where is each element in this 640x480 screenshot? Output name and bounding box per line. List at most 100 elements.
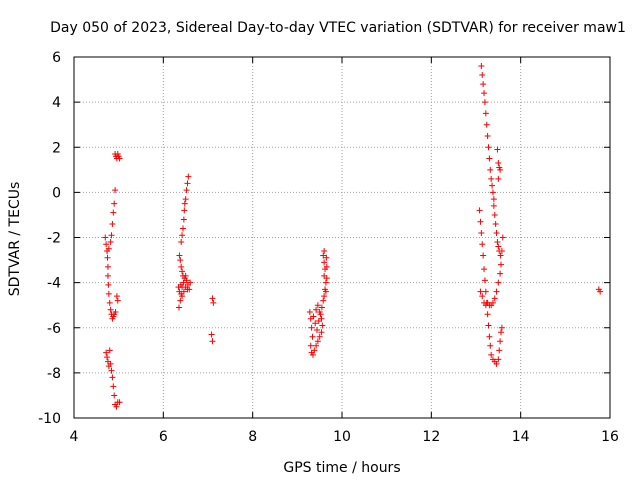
data-point — [319, 322, 326, 329]
x-tick-label: 4 — [70, 429, 79, 445]
data-point — [485, 322, 492, 329]
data-point — [480, 252, 487, 259]
data-point — [480, 81, 487, 88]
data-point — [108, 232, 115, 239]
data-point — [492, 220, 499, 227]
data-point — [107, 306, 114, 313]
data-point — [104, 254, 111, 261]
data-point — [177, 297, 184, 304]
data-point — [496, 347, 503, 354]
data-point — [103, 349, 110, 356]
data-point — [489, 299, 496, 306]
chart-title: Day 050 of 2023, Sidereal Day-to-day VTE… — [50, 20, 626, 36]
y-tick-label: -6 — [47, 321, 61, 337]
data-point — [179, 268, 186, 275]
data-point — [494, 146, 501, 153]
data-points — [102, 63, 604, 410]
data-point — [498, 261, 505, 268]
data-point — [477, 218, 484, 225]
data-point — [310, 313, 317, 320]
data-point — [306, 308, 313, 315]
data-point — [312, 320, 319, 327]
x-tick-label: 6 — [159, 429, 168, 445]
data-point — [493, 288, 500, 295]
data-point — [497, 338, 504, 345]
data-point — [313, 327, 320, 334]
data-point — [181, 207, 188, 214]
data-point — [497, 252, 504, 259]
x-tick-label: 12 — [422, 429, 440, 445]
data-point — [477, 288, 484, 295]
data-point — [322, 279, 329, 286]
data-point — [106, 299, 113, 306]
data-point — [489, 182, 496, 189]
data-point — [498, 329, 505, 336]
data-point — [175, 304, 182, 311]
data-point — [494, 239, 501, 246]
grid-lines — [74, 57, 610, 418]
data-point — [112, 187, 119, 194]
data-point — [323, 263, 330, 270]
data-point — [491, 295, 498, 302]
data-point — [484, 311, 491, 318]
data-point — [106, 347, 113, 354]
y-tick-label: -2 — [47, 231, 61, 247]
data-point — [318, 329, 325, 336]
data-point — [490, 202, 497, 209]
data-point — [309, 351, 316, 358]
data-point — [498, 324, 505, 331]
data-point — [179, 293, 186, 300]
data-point — [307, 342, 314, 349]
data-point — [311, 347, 318, 354]
data-point — [308, 324, 315, 331]
y-tick-label: 6 — [52, 50, 61, 66]
x-axis-label: GPS time / hours — [283, 460, 400, 476]
axis-ticks: 4 6 8 10 12 14 16 -10 -8 -6 -4 -2 0 2 4 6 — [38, 50, 619, 445]
data-point — [102, 234, 109, 241]
data-point — [184, 180, 191, 187]
data-point — [481, 99, 488, 106]
data-point — [105, 290, 112, 297]
data-point — [498, 248, 505, 255]
data-point — [113, 293, 120, 300]
data-point — [178, 263, 185, 270]
data-point — [323, 254, 330, 261]
data-point — [479, 293, 486, 300]
data-point — [481, 266, 488, 273]
data-point — [179, 272, 186, 279]
data-point — [321, 248, 328, 255]
data-point — [483, 121, 490, 128]
data-point — [209, 338, 216, 345]
data-point — [495, 279, 502, 286]
data-point — [481, 277, 488, 284]
data-point — [176, 252, 183, 259]
data-point — [493, 229, 500, 236]
data-point — [185, 173, 192, 180]
data-point — [313, 342, 320, 349]
data-point — [476, 207, 483, 214]
data-point — [116, 155, 123, 162]
data-point — [313, 306, 320, 313]
data-point — [320, 297, 327, 304]
data-point — [182, 196, 189, 203]
y-axis-label: SDTVAR / TECUs — [7, 182, 23, 297]
data-point — [116, 399, 123, 406]
data-point — [481, 90, 488, 97]
data-point — [111, 200, 118, 207]
data-point — [491, 211, 498, 218]
data-point — [314, 338, 321, 345]
data-point — [210, 299, 217, 306]
y-tick-label: -10 — [38, 411, 61, 427]
data-point — [177, 257, 184, 264]
data-point — [482, 288, 489, 295]
data-point — [105, 281, 112, 288]
data-point — [314, 302, 321, 309]
data-point — [479, 241, 486, 248]
data-point — [488, 351, 495, 358]
data-point — [316, 333, 323, 340]
data-point — [484, 132, 491, 139]
data-point — [104, 272, 111, 279]
data-point — [489, 189, 496, 196]
data-point — [184, 286, 191, 293]
